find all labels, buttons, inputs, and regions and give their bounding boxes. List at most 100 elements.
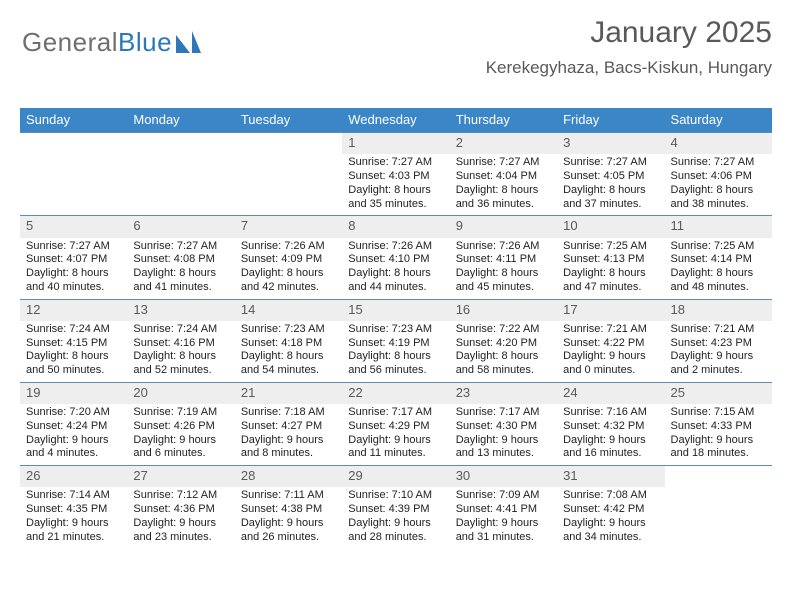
weekday-header: Thursday: [450, 108, 557, 133]
calendar-cell: 20Sunrise: 7:19 AMSunset: 4:26 PMDayligh…: [127, 382, 234, 465]
calendar-cell: 2Sunrise: 7:27 AMSunset: 4:04 PMDaylight…: [450, 133, 557, 216]
day-number: 11: [665, 216, 772, 237]
calendar-cell: 15Sunrise: 7:23 AMSunset: 4:19 PMDayligh…: [342, 299, 449, 382]
calendar-row: 19Sunrise: 7:20 AMSunset: 4:24 PMDayligh…: [20, 382, 772, 465]
day-number: 19: [20, 383, 127, 404]
calendar-cell: 26Sunrise: 7:14 AMSunset: 4:35 PMDayligh…: [20, 466, 127, 549]
day-number: 2: [450, 133, 557, 154]
calendar-row: 12Sunrise: 7:24 AMSunset: 4:15 PMDayligh…: [20, 299, 772, 382]
page-title: January 2025: [590, 16, 772, 50]
calendar-row: 5Sunrise: 7:27 AMSunset: 4:07 PMDaylight…: [20, 216, 772, 299]
day-details: Sunrise: 7:17 AMSunset: 4:29 PMDaylight:…: [342, 404, 449, 465]
day-number: 17: [557, 300, 664, 321]
calendar-cell: 12Sunrise: 7:24 AMSunset: 4:15 PMDayligh…: [20, 299, 127, 382]
day-number: 8: [342, 216, 449, 237]
calendar-cell: 8Sunrise: 7:26 AMSunset: 4:10 PMDaylight…: [342, 216, 449, 299]
calendar-cell: 25Sunrise: 7:15 AMSunset: 4:33 PMDayligh…: [665, 382, 772, 465]
calendar-cell: 5Sunrise: 7:27 AMSunset: 4:07 PMDaylight…: [20, 216, 127, 299]
day-details: Sunrise: 7:27 AMSunset: 4:03 PMDaylight:…: [342, 154, 449, 215]
day-details: Sunrise: 7:12 AMSunset: 4:36 PMDaylight:…: [127, 487, 234, 548]
day-details: Sunrise: 7:24 AMSunset: 4:15 PMDaylight:…: [20, 321, 127, 382]
day-number: 15: [342, 300, 449, 321]
day-details: Sunrise: 7:09 AMSunset: 4:41 PMDaylight:…: [450, 487, 557, 548]
calendar-cell: 11Sunrise: 7:25 AMSunset: 4:14 PMDayligh…: [665, 216, 772, 299]
day-details: Sunrise: 7:18 AMSunset: 4:27 PMDaylight:…: [235, 404, 342, 465]
brand-logo: GeneralBlue: [22, 22, 202, 62]
day-details: Sunrise: 7:11 AMSunset: 4:38 PMDaylight:…: [235, 487, 342, 548]
day-details: Sunrise: 7:26 AMSunset: 4:09 PMDaylight:…: [235, 238, 342, 299]
weekday-header: Wednesday: [342, 108, 449, 133]
day-number: 18: [665, 300, 772, 321]
day-number: 12: [20, 300, 127, 321]
day-details: Sunrise: 7:08 AMSunset: 4:42 PMDaylight:…: [557, 487, 664, 548]
calendar-cell: [665, 466, 772, 549]
day-details: Sunrise: 7:16 AMSunset: 4:32 PMDaylight:…: [557, 404, 664, 465]
day-number: 30: [450, 466, 557, 487]
day-details: Sunrise: 7:14 AMSunset: 4:35 PMDaylight:…: [20, 487, 127, 548]
calendar-cell: 30Sunrise: 7:09 AMSunset: 4:41 PMDayligh…: [450, 466, 557, 549]
day-details: Sunrise: 7:15 AMSunset: 4:33 PMDaylight:…: [665, 404, 772, 465]
day-number: 24: [557, 383, 664, 404]
calendar-cell: [235, 133, 342, 216]
calendar-cell: 31Sunrise: 7:08 AMSunset: 4:42 PMDayligh…: [557, 466, 664, 549]
day-details: Sunrise: 7:21 AMSunset: 4:23 PMDaylight:…: [665, 321, 772, 382]
day-details: Sunrise: 7:27 AMSunset: 4:05 PMDaylight:…: [557, 154, 664, 215]
day-number: 26: [20, 466, 127, 487]
calendar-cell: [20, 133, 127, 216]
day-details: Sunrise: 7:26 AMSunset: 4:11 PMDaylight:…: [450, 238, 557, 299]
day-details: Sunrise: 7:27 AMSunset: 4:07 PMDaylight:…: [20, 238, 127, 299]
day-number: 9: [450, 216, 557, 237]
day-number: 31: [557, 466, 664, 487]
calendar-cell: 24Sunrise: 7:16 AMSunset: 4:32 PMDayligh…: [557, 382, 664, 465]
calendar-cell: [127, 133, 234, 216]
day-details: Sunrise: 7:25 AMSunset: 4:13 PMDaylight:…: [557, 238, 664, 299]
calendar-cell: 9Sunrise: 7:26 AMSunset: 4:11 PMDaylight…: [450, 216, 557, 299]
day-details: Sunrise: 7:20 AMSunset: 4:24 PMDaylight:…: [20, 404, 127, 465]
calendar-cell: 14Sunrise: 7:23 AMSunset: 4:18 PMDayligh…: [235, 299, 342, 382]
calendar-cell: 21Sunrise: 7:18 AMSunset: 4:27 PMDayligh…: [235, 382, 342, 465]
weekday-header: Friday: [557, 108, 664, 133]
calendar-cell: 4Sunrise: 7:27 AMSunset: 4:06 PMDaylight…: [665, 133, 772, 216]
day-number: 16: [450, 300, 557, 321]
page-subtitle: Kerekegyhaza, Bacs-Kiskun, Hungary: [486, 58, 772, 78]
day-number: 28: [235, 466, 342, 487]
calendar-cell: 27Sunrise: 7:12 AMSunset: 4:36 PMDayligh…: [127, 466, 234, 549]
day-details: Sunrise: 7:17 AMSunset: 4:30 PMDaylight:…: [450, 404, 557, 465]
day-number: 14: [235, 300, 342, 321]
day-details: Sunrise: 7:21 AMSunset: 4:22 PMDaylight:…: [557, 321, 664, 382]
day-number: 29: [342, 466, 449, 487]
calendar-cell: 3Sunrise: 7:27 AMSunset: 4:05 PMDaylight…: [557, 133, 664, 216]
calendar-cell: 18Sunrise: 7:21 AMSunset: 4:23 PMDayligh…: [665, 299, 772, 382]
weekday-header: Monday: [127, 108, 234, 133]
day-number: 25: [665, 383, 772, 404]
day-number: 5: [20, 216, 127, 237]
weekday-header-row: Sunday Monday Tuesday Wednesday Thursday…: [20, 108, 772, 133]
logo-word2: Blue: [118, 27, 172, 57]
day-details: Sunrise: 7:27 AMSunset: 4:08 PMDaylight:…: [127, 238, 234, 299]
calendar-cell: 7Sunrise: 7:26 AMSunset: 4:09 PMDaylight…: [235, 216, 342, 299]
calendar: Sunday Monday Tuesday Wednesday Thursday…: [20, 108, 772, 548]
calendar-row: 1Sunrise: 7:27 AMSunset: 4:03 PMDaylight…: [20, 133, 772, 216]
day-details: Sunrise: 7:24 AMSunset: 4:16 PMDaylight:…: [127, 321, 234, 382]
day-details: Sunrise: 7:10 AMSunset: 4:39 PMDaylight:…: [342, 487, 449, 548]
day-number: 20: [127, 383, 234, 404]
calendar-cell: 16Sunrise: 7:22 AMSunset: 4:20 PMDayligh…: [450, 299, 557, 382]
day-number: 6: [127, 216, 234, 237]
day-details: Sunrise: 7:26 AMSunset: 4:10 PMDaylight:…: [342, 238, 449, 299]
calendar-cell: 19Sunrise: 7:20 AMSunset: 4:24 PMDayligh…: [20, 382, 127, 465]
day-details: Sunrise: 7:27 AMSunset: 4:04 PMDaylight:…: [450, 154, 557, 215]
day-number: 3: [557, 133, 664, 154]
weekday-header: Saturday: [665, 108, 772, 133]
weekday-header: Tuesday: [235, 108, 342, 133]
day-number: 4: [665, 133, 772, 154]
day-number: 1: [342, 133, 449, 154]
day-number: 22: [342, 383, 449, 404]
day-number: 21: [235, 383, 342, 404]
day-number: 13: [127, 300, 234, 321]
day-details: Sunrise: 7:23 AMSunset: 4:18 PMDaylight:…: [235, 321, 342, 382]
calendar-cell: 22Sunrise: 7:17 AMSunset: 4:29 PMDayligh…: [342, 382, 449, 465]
day-details: Sunrise: 7:22 AMSunset: 4:20 PMDaylight:…: [450, 321, 557, 382]
day-number: 10: [557, 216, 664, 237]
calendar-cell: 6Sunrise: 7:27 AMSunset: 4:08 PMDaylight…: [127, 216, 234, 299]
calendar-cell: 17Sunrise: 7:21 AMSunset: 4:22 PMDayligh…: [557, 299, 664, 382]
